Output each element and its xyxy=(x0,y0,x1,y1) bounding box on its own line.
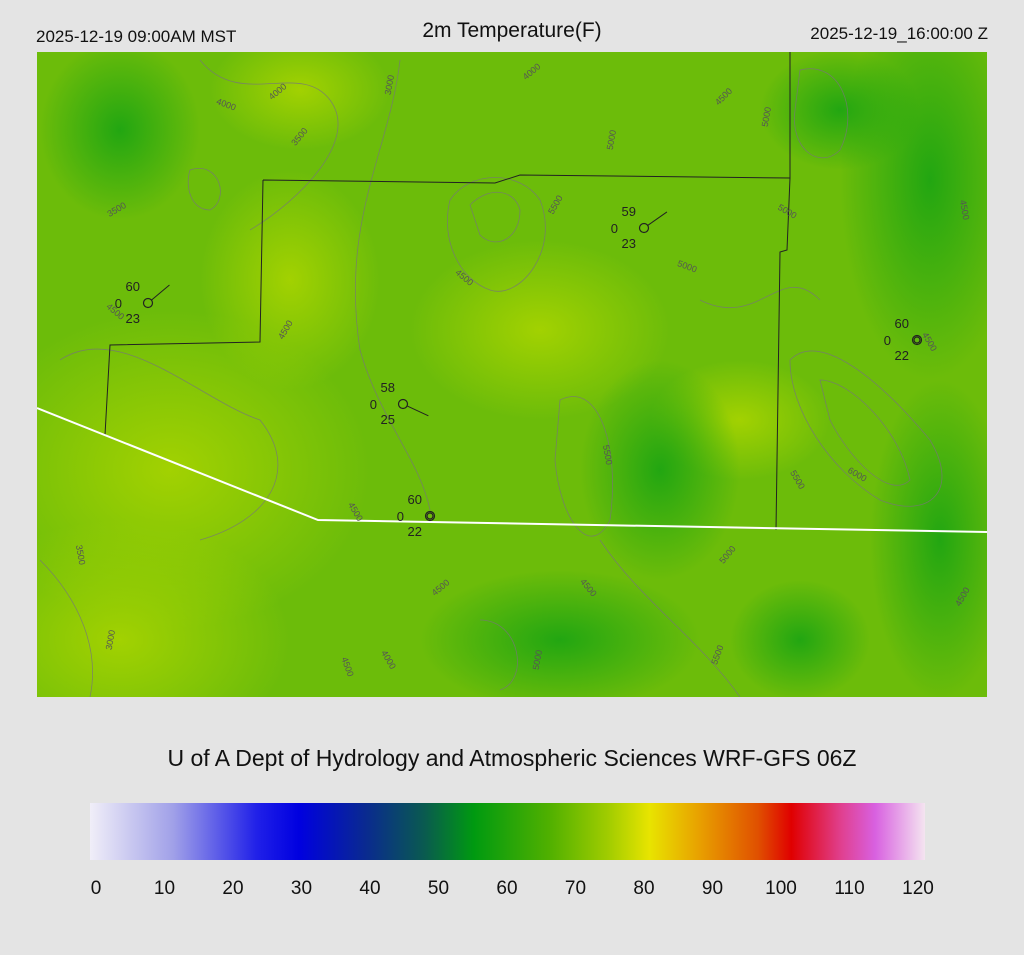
colorbar-tick-label: 30 xyxy=(291,878,312,899)
wind-barb xyxy=(151,284,170,301)
station-wind: 0 xyxy=(397,509,404,524)
map-title: 2m Temperature(F) xyxy=(422,19,601,42)
contour-label: 5500 xyxy=(601,444,614,465)
colorbar-tick-label: 40 xyxy=(359,878,380,899)
station-temperature: 60 xyxy=(895,316,909,331)
contour-label: 3000 xyxy=(383,74,396,95)
county-borders xyxy=(104,52,791,531)
contour-label: 5000 xyxy=(605,129,618,150)
colorbar-tick-label: 80 xyxy=(633,878,654,899)
valid-time-local: 2025-12-19 09:00AM MST xyxy=(36,27,236,46)
station-dewpoint: 22 xyxy=(895,348,909,363)
station-dewpoint: 25 xyxy=(381,412,395,427)
station-temperature: 59 xyxy=(622,204,636,219)
station-dewpoint: 23 xyxy=(126,311,140,326)
colorbar-tick-label: 70 xyxy=(565,878,586,899)
colorbar-tick-label: 50 xyxy=(428,878,449,899)
colorbar-tick-label: 100 xyxy=(765,878,797,899)
contour-label: 4500 xyxy=(958,199,971,220)
colorbar-tick-label: 90 xyxy=(702,878,723,899)
valid-time-utc: 2025-12-19_16:00:00 Z xyxy=(810,24,988,43)
wind-barb xyxy=(406,405,429,417)
station-circle xyxy=(911,334,923,346)
colorbar-ticks: 0 10 20 30 40 50 60 70 80 90 100 110 120 xyxy=(91,878,934,899)
contour-label: 3500 xyxy=(74,544,87,565)
station-circle xyxy=(397,398,409,410)
station-temperature: 60 xyxy=(408,492,422,507)
contour-label: 5000 xyxy=(760,106,773,127)
wind-barb xyxy=(647,211,668,226)
state-border xyxy=(37,407,987,533)
station-circle xyxy=(142,297,154,309)
contours xyxy=(39,59,943,697)
station-wind: 0 xyxy=(611,221,618,236)
station-layer: 60 0 23 58 0 25 59 0 23 60 0 22 60 0 22 xyxy=(115,204,923,539)
station-temperature: 60 xyxy=(126,279,140,294)
colorbar xyxy=(90,803,925,860)
colorbar-tick-label: 20 xyxy=(222,878,243,899)
colorbar-tick-label: 110 xyxy=(834,878,864,899)
station-dewpoint: 22 xyxy=(408,524,422,539)
station-wind: 0 xyxy=(884,333,891,348)
station-wind: 0 xyxy=(370,397,377,412)
station-wind: 0 xyxy=(115,296,122,311)
station-circle xyxy=(424,510,436,522)
colorbar-tick-label: 10 xyxy=(154,878,175,899)
station-circle xyxy=(638,222,650,234)
station-dewpoint: 23 xyxy=(622,236,636,251)
credit: U of A Dept of Hydrology and Atmospheric… xyxy=(167,745,856,771)
colorbar-tick-label: 120 xyxy=(902,878,934,899)
calm-ring xyxy=(913,336,921,344)
colorbar-tick-label: 0 xyxy=(91,878,102,899)
station-temperature: 58 xyxy=(381,380,395,395)
calm-ring xyxy=(426,512,434,520)
contour-label: 3000 xyxy=(104,629,117,650)
contour-label: 5000 xyxy=(531,649,544,670)
colorbar-tick-label: 60 xyxy=(496,878,517,899)
